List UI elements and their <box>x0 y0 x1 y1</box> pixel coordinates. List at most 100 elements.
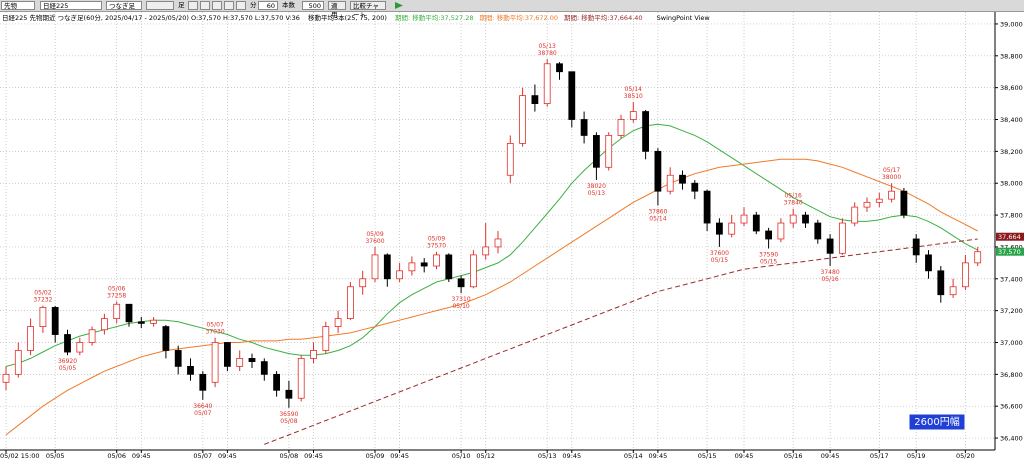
moving-average-line <box>264 238 978 445</box>
x-tick-label: 09:45 <box>390 452 409 460</box>
x-tick-label: 09:45 <box>218 452 237 460</box>
y-tick-label: 36,400 <box>1000 435 1023 443</box>
candle-body <box>679 174 686 184</box>
swing-price: 37570 <box>427 243 446 250</box>
swing-price: 38020 <box>587 183 606 190</box>
count-label: 本数 <box>282 1 295 9</box>
chart-subtitle: 移動平均3本(25, 75, 200) <box>307 14 387 22</box>
candle-body <box>728 222 736 235</box>
moving-average-line <box>5 123 978 367</box>
period-input[interactable]: 60 <box>258 1 278 10</box>
candle-body <box>236 358 244 367</box>
swing-price: 37030 <box>206 329 225 336</box>
swing-price: 37860 <box>648 209 667 216</box>
y-tick-label: 38,800 <box>1000 52 1023 60</box>
candle-body <box>297 358 305 399</box>
moving-average-line <box>5 158 978 436</box>
price-tag <box>996 232 1024 241</box>
candle-body <box>396 270 404 280</box>
candle-body <box>285 389 293 399</box>
candle-body <box>27 326 35 351</box>
candle-body <box>433 254 440 267</box>
x-tick-label: 05/05 <box>46 452 65 460</box>
y-tick-label: 37,600 <box>1000 243 1023 251</box>
x-tick-label: 05/06 <box>107 452 126 460</box>
candle-body <box>359 278 367 288</box>
icon-button[interactable] <box>200 1 210 10</box>
swing-date: 05/17 <box>883 167 900 174</box>
y-tick-label: 37,200 <box>1000 307 1023 315</box>
icon-button[interactable] <box>212 1 222 10</box>
candle-body <box>519 95 526 144</box>
icon-button[interactable] <box>188 1 198 10</box>
x-tick-label: 05/08 <box>280 452 299 460</box>
icon-button[interactable] <box>224 1 234 10</box>
swing-date: 05/15 <box>711 257 728 264</box>
candle-body <box>187 365 194 375</box>
candle-body <box>556 63 563 73</box>
candle-body <box>260 361 268 375</box>
candle-body <box>949 286 957 296</box>
swing-price: 37600 <box>365 238 384 245</box>
badge-text: 2600円幅 <box>914 415 959 428</box>
candle-body <box>2 373 10 383</box>
candle-body <box>101 318 108 331</box>
candle-body <box>469 254 477 288</box>
candle-body <box>39 307 47 327</box>
candle-body <box>273 373 281 391</box>
candle-body <box>531 95 539 104</box>
swing-price: 37310 <box>452 296 471 303</box>
swing-price: 36920 <box>58 358 77 365</box>
y-tick-label: 37,400 <box>1000 275 1023 283</box>
swing-date: 05/13 <box>588 190 605 197</box>
candle-body <box>568 71 576 120</box>
x-tick-label: 05/20 <box>956 452 975 460</box>
x-tick-label: 09:45 <box>304 452 323 460</box>
x-tick-label: 05/10 <box>452 452 471 460</box>
candle-body <box>174 350 182 367</box>
y-tick-label: 38,200 <box>1000 148 1023 156</box>
candle-body <box>654 150 662 192</box>
arrow-icon[interactable] <box>392 0 406 11</box>
apply-button[interactable]: 適用 <box>328 1 346 19</box>
candle-body <box>14 350 22 375</box>
swing-date: 05/08 <box>280 418 297 425</box>
legend: 期間: 移動平均:37,527.28 期間: 移動平均:37,672.00 期間: … <box>395 14 649 22</box>
symbol-kind-dropdown[interactable]: 先物 <box>1 1 35 10</box>
chart-type-button[interactable] <box>146 1 174 10</box>
x-tick-label: 05/07 <box>193 452 212 460</box>
candle-body <box>765 230 772 240</box>
series-kind-dropdown[interactable]: つなぎ足 <box>106 1 142 10</box>
y-tick-label: 38,400 <box>1000 116 1023 124</box>
candle-body <box>125 303 133 323</box>
candle-body <box>248 358 256 363</box>
candle-body <box>506 142 514 176</box>
icon-button[interactable] <box>236 1 246 10</box>
candle-body <box>642 111 649 152</box>
candle-body <box>76 342 84 353</box>
candle-body <box>322 326 330 351</box>
candle-body <box>51 307 59 335</box>
candle-body <box>863 201 871 208</box>
candle-body <box>666 174 674 192</box>
candle-body <box>211 342 219 383</box>
symbol-dropdown[interactable]: 日経225 <box>40 1 102 10</box>
swing-price: 37258 <box>107 292 126 299</box>
toolbar: 先物 日経225 つなぎ足 足 分 60 本数 500 適用 比較チャート <box>0 0 1024 19</box>
candle-body <box>408 262 416 272</box>
y-tick-label: 36,600 <box>1000 403 1023 411</box>
candle-body <box>875 198 883 203</box>
candle-body <box>925 254 932 272</box>
x-tick-label: 09:45 <box>821 452 840 460</box>
compare-button[interactable]: 比較チャート <box>350 1 386 19</box>
count-input[interactable]: 500 <box>302 1 324 10</box>
candle-body <box>777 222 785 240</box>
swing-date: 05/09 <box>366 231 383 238</box>
candle-body <box>802 214 809 224</box>
candle-body <box>113 303 121 319</box>
info-line: 日経225 先物期近 つなぎ足(60分, 2025/04/17 - 2025/0… <box>2 12 716 22</box>
swing-price: 37600 <box>710 250 729 257</box>
swing-price: 37840 <box>784 200 803 207</box>
swing-date: 05/16 <box>785 193 802 200</box>
